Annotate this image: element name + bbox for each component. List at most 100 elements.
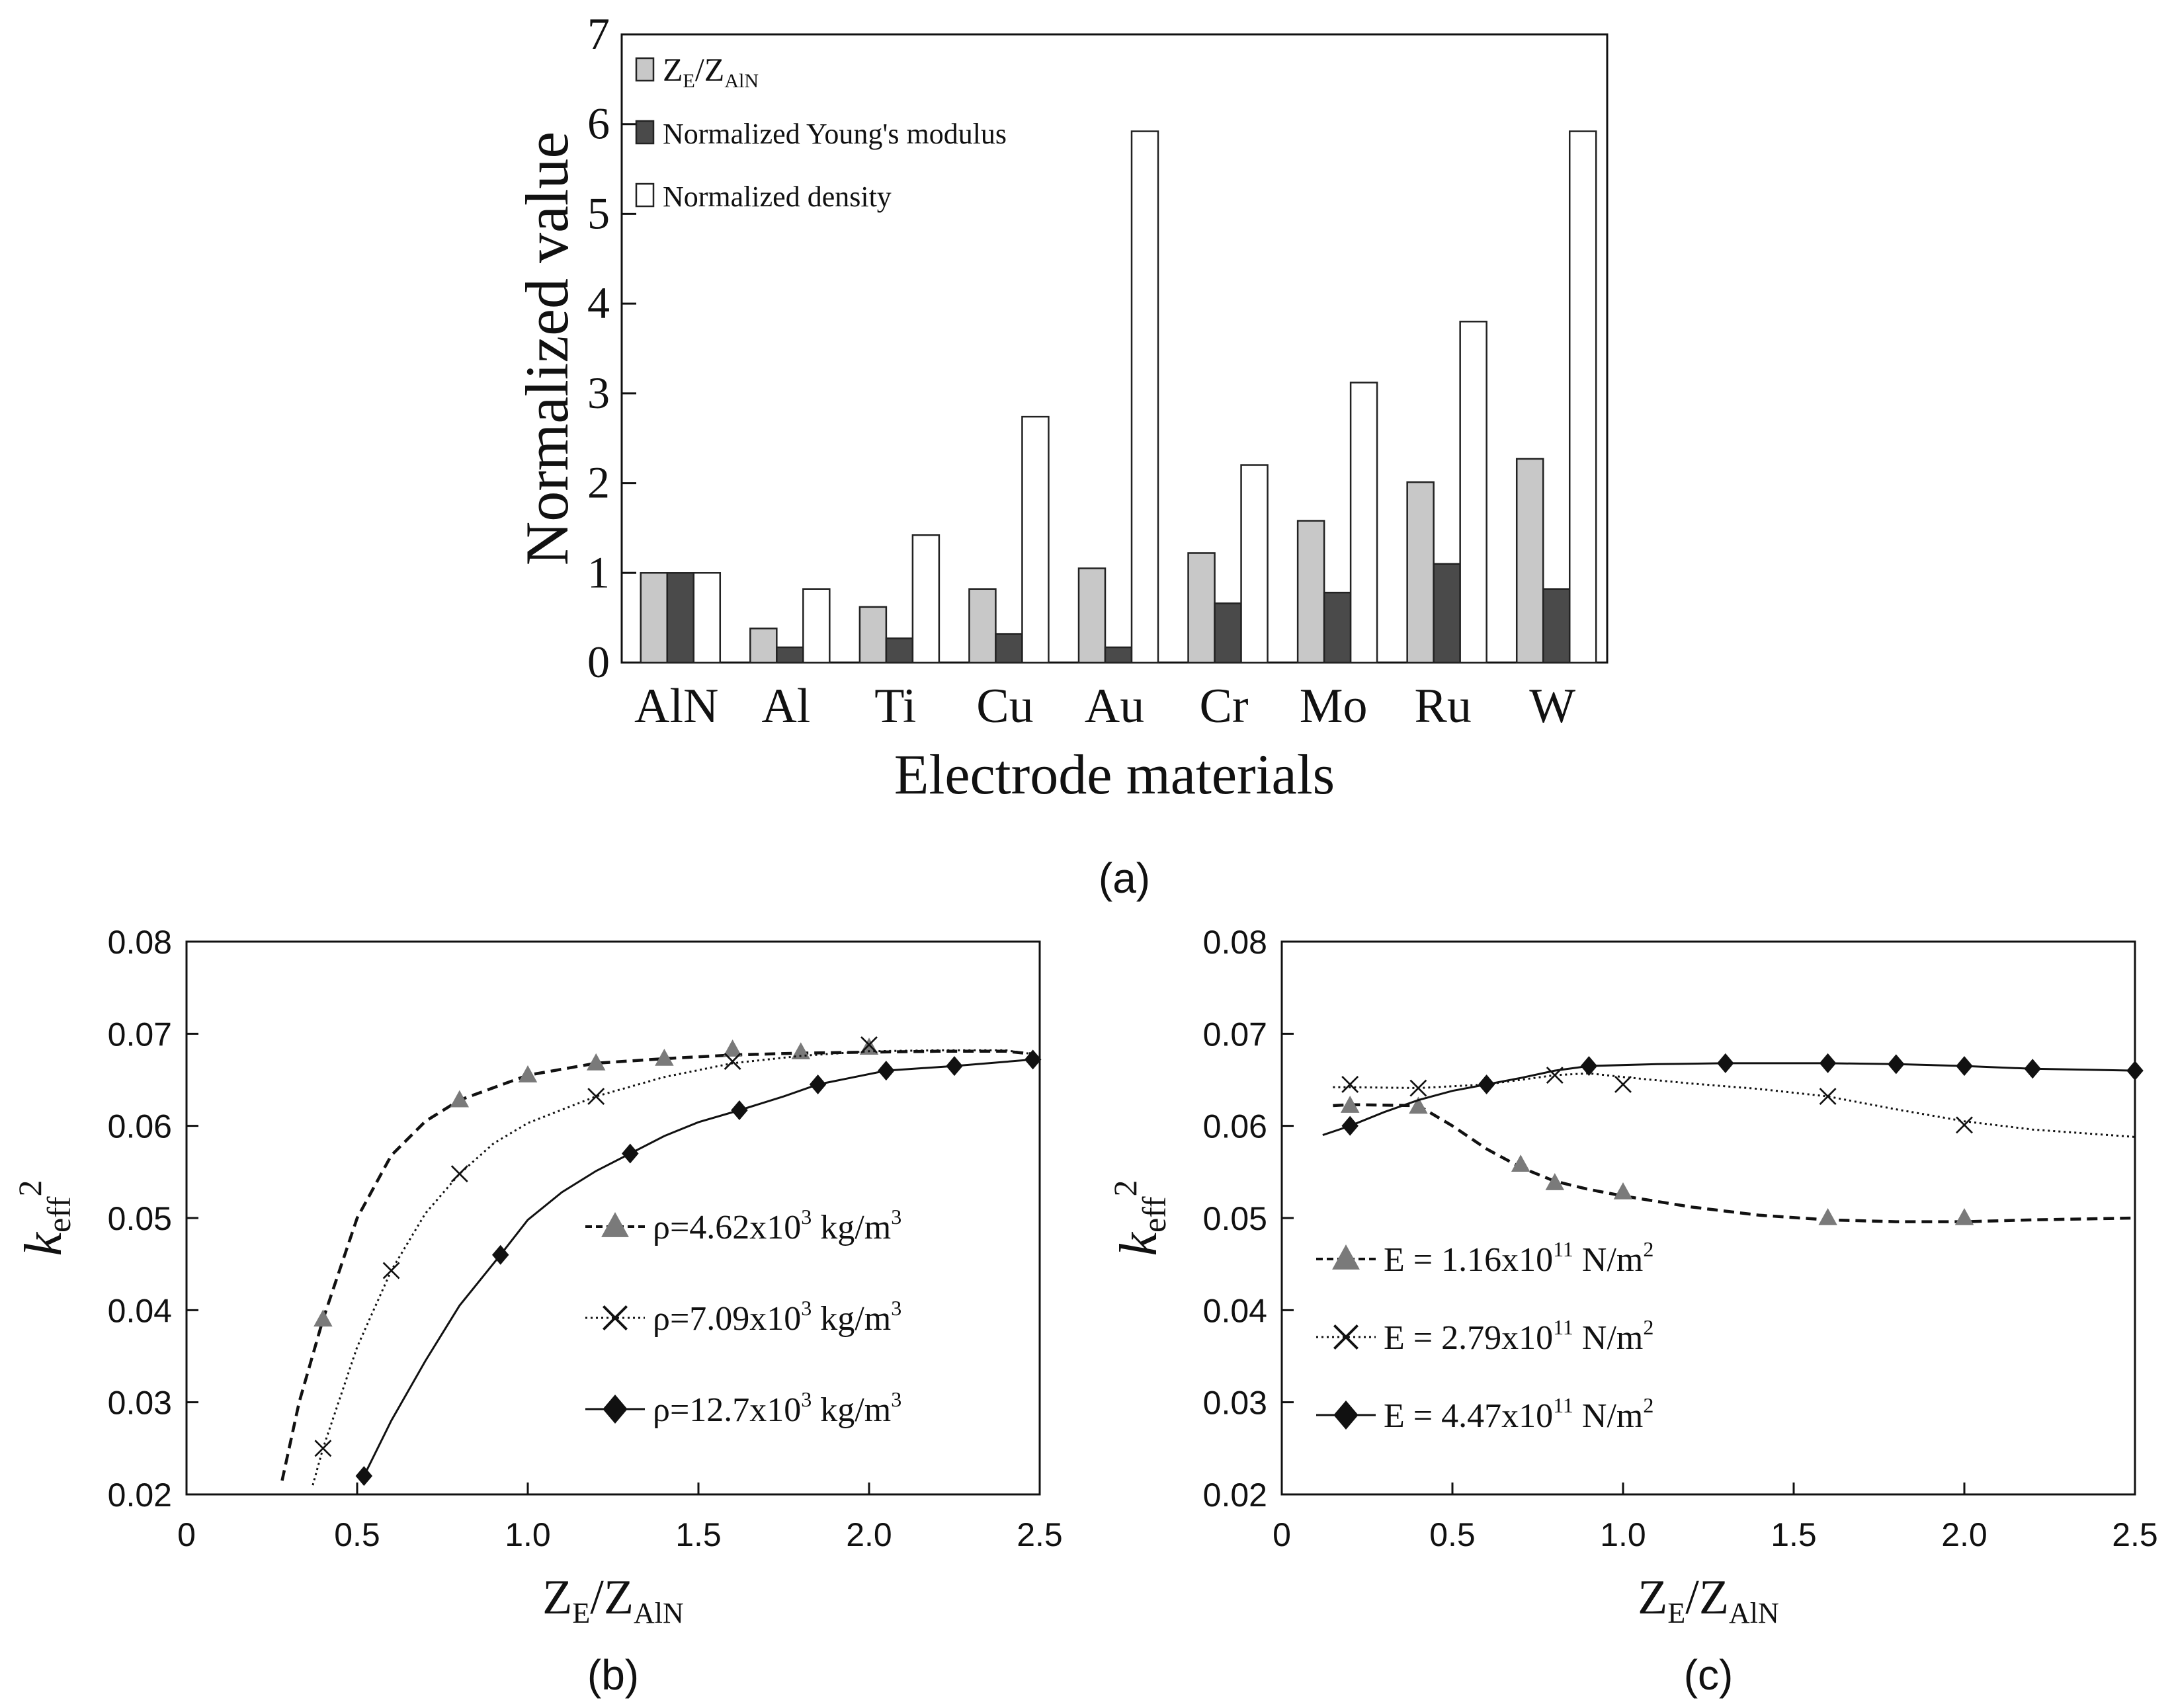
panel-b-line-chart: 0.02 0.03 0.04 0.05 0.06 0.07 0.08 0 0.5 1.0 1.5 2.… [11, 924, 1063, 1699]
panel-c-y-axis-title: keff2 [1107, 1180, 1173, 1256]
panel-a-bar-aln-series-2 [666, 572, 695, 664]
panel-c-caption: (c) [1684, 1651, 1734, 1699]
panel-a-bar-ru-series-3 [1459, 321, 1487, 664]
panel-c-series-2-line [1333, 1072, 2136, 1138]
panel-c-series-2-point [1956, 1116, 1973, 1134]
panel-b-series-1-point [586, 1053, 606, 1071]
panel-b-series-1-line [280, 1049, 1033, 1481]
panel-b-series-3-point [946, 1056, 963, 1077]
panel-c-y-tick-label: 0.03 [1203, 1385, 1267, 1422]
legend-text-superscript: 3 [891, 1296, 901, 1320]
panel-c-x-tick-label: 0.5 [1429, 1516, 1476, 1553]
panel-c-y-tick-label: 0.02 [1203, 1477, 1267, 1514]
panel-b-x-tick-label: 2.0 [846, 1516, 892, 1553]
panel-a-y-tick-label: 3 [587, 368, 610, 418]
panel-c-series-3-point [1717, 1053, 1734, 1073]
legend-text-superscript: 2 [1643, 1315, 1653, 1339]
panel-b-caption: (b) [587, 1651, 639, 1699]
panel-b-legend-label-3: ρ=12.7x103 kg/m3 [653, 1387, 901, 1429]
panel-b-x-tick-label: 0 [177, 1516, 196, 1553]
axis-title-main: Z [1638, 1570, 1667, 1625]
panel-b-x-tick-label: 2.5 [1017, 1516, 1063, 1553]
panel-b-series-1-point [450, 1090, 470, 1108]
panel-a-bar-w-series-3 [1568, 130, 1597, 664]
panel-b-series-2-point [587, 1088, 605, 1106]
panel-c-legend-marker-1 [1332, 1244, 1360, 1270]
panel-b-series-3-point [809, 1074, 827, 1094]
axis-title-subscript: eff [40, 1196, 77, 1233]
panel-a-category-label: W [1529, 679, 1575, 733]
panel-a-bar-mo-series-3 [1349, 382, 1378, 664]
legend-text-superscript: 11 [1553, 1393, 1573, 1417]
panel-a-category-label: AlN [634, 679, 718, 733]
panel-c-series-3-point [2024, 1059, 2041, 1079]
axis-title-subscript: AlN [1729, 1597, 1779, 1629]
legend-text-main: E = 4.47x10 [1384, 1397, 1553, 1435]
legend-text-superscript: 11 [1553, 1237, 1573, 1261]
axis-title-main: /Z [590, 1570, 634, 1625]
panel-b-series-2-point [382, 1262, 400, 1280]
panel-b-series-1-point [518, 1065, 538, 1082]
panel-a-bar-mo-series-1 [1296, 520, 1325, 664]
panel-c-series-1-point [1818, 1208, 1837, 1225]
panel-b-series-1-point [314, 1309, 333, 1327]
panel-a-y-tick-label: 2 [587, 458, 610, 508]
legend-text-superscript: 2 [1643, 1393, 1653, 1417]
legend-text-main: N/m [1573, 1319, 1643, 1357]
legend-text-main: kg/m [812, 1391, 891, 1429]
legend-text-main: E = 1.16x10 [1384, 1241, 1553, 1279]
panel-b-y-tick-label: 0.03 [108, 1385, 172, 1422]
panel-a-category-label: Al [761, 679, 810, 733]
panel-c-series-3-point [1956, 1056, 1973, 1077]
axis-title-main: /Z [1685, 1570, 1729, 1625]
legend-text-main: ρ=7.09x10 [653, 1300, 801, 1338]
panel-a-legend-swatch-2 [635, 120, 655, 145]
panel-b-x-axis-title: ZE/ZAlN [542, 1570, 684, 1629]
panel-a-bar-al-series-3 [802, 588, 831, 664]
panel-c-x-tick-label: 1.0 [1600, 1516, 1646, 1553]
panel-b-series-3-point [878, 1061, 895, 1081]
panel-c-x-tick-label: 2.0 [1941, 1516, 1987, 1553]
axis-title-subscript: AlN [634, 1597, 684, 1629]
panel-c-legend-marker-3 [1333, 1401, 1359, 1430]
panel-a-category-label: Cr [1200, 679, 1249, 733]
panel-a-bar-cr-series-3 [1240, 464, 1269, 664]
panel-b-series-2-point [724, 1053, 741, 1071]
panel-b-y-tick-label: 0.02 [108, 1477, 172, 1514]
panel-b-legend-label-1: ρ=4.62x103 kg/m3 [653, 1205, 901, 1246]
panel-c-series-1-line [1333, 1103, 2136, 1223]
legend-text-main: Z [663, 51, 683, 88]
panel-b-legend-marker-1 [601, 1212, 629, 1237]
panel-a-bar-cu-series-1 [968, 588, 997, 664]
panel-b-x-tick-label: 0.5 [334, 1516, 380, 1553]
panel-a-bar-au-series-1 [1077, 567, 1107, 664]
legend-text-main: ρ=4.62x10 [653, 1209, 801, 1246]
panel-b-x-tick-label: 1.0 [505, 1516, 551, 1553]
panel-a-y-axis-title: Normalized value [513, 132, 581, 566]
legend-text-superscript: 3 [801, 1296, 812, 1320]
legend-text-main: N/m [1573, 1241, 1643, 1279]
panel-c-x-tick-label: 2.5 [2112, 1516, 2158, 1553]
panel-b-series-2-point [314, 1440, 332, 1457]
legend-text-main: N/m [1573, 1397, 1643, 1435]
panel-c-y-tick-label: 0.07 [1203, 1016, 1267, 1053]
panel-a-bar-w-series-2 [1542, 588, 1571, 664]
panel-c-legend-label-1: E = 1.16x1011 N/m2 [1384, 1237, 1653, 1279]
panel-a-legend-swatch-3 [635, 183, 655, 208]
axis-title-superscript: 2 [11, 1180, 48, 1196]
panel-a-category-label: Cu [976, 679, 1033, 733]
panel-c-series-1-point [1954, 1208, 1974, 1225]
legend-text-superscript: 3 [891, 1205, 901, 1229]
panel-c-series-2-point [1614, 1076, 1632, 1093]
panel-a-bar-chart: 0 1 2 3 4 5 6 7 AlN Al Ti Cu Au Cr Mo Ru W Electrode mate… [513, 9, 1609, 902]
panel-a-legend-swatch-1 [635, 57, 655, 82]
panel-c-legend-label-2: E = 2.79x1011 N/m2 [1384, 1315, 1653, 1357]
panel-a-y-tick-label: 1 [587, 547, 610, 597]
panel-c-series-1-point [1340, 1096, 1360, 1113]
legend-text-superscript: 2 [1643, 1237, 1653, 1261]
panel-a-bar-mo-series-2 [1323, 591, 1352, 664]
panel-c-series-1-point [1545, 1173, 1565, 1190]
panel-a-y-tick-label: 0 [587, 637, 610, 687]
panel-a-bar-aln-series-1 [640, 572, 669, 664]
